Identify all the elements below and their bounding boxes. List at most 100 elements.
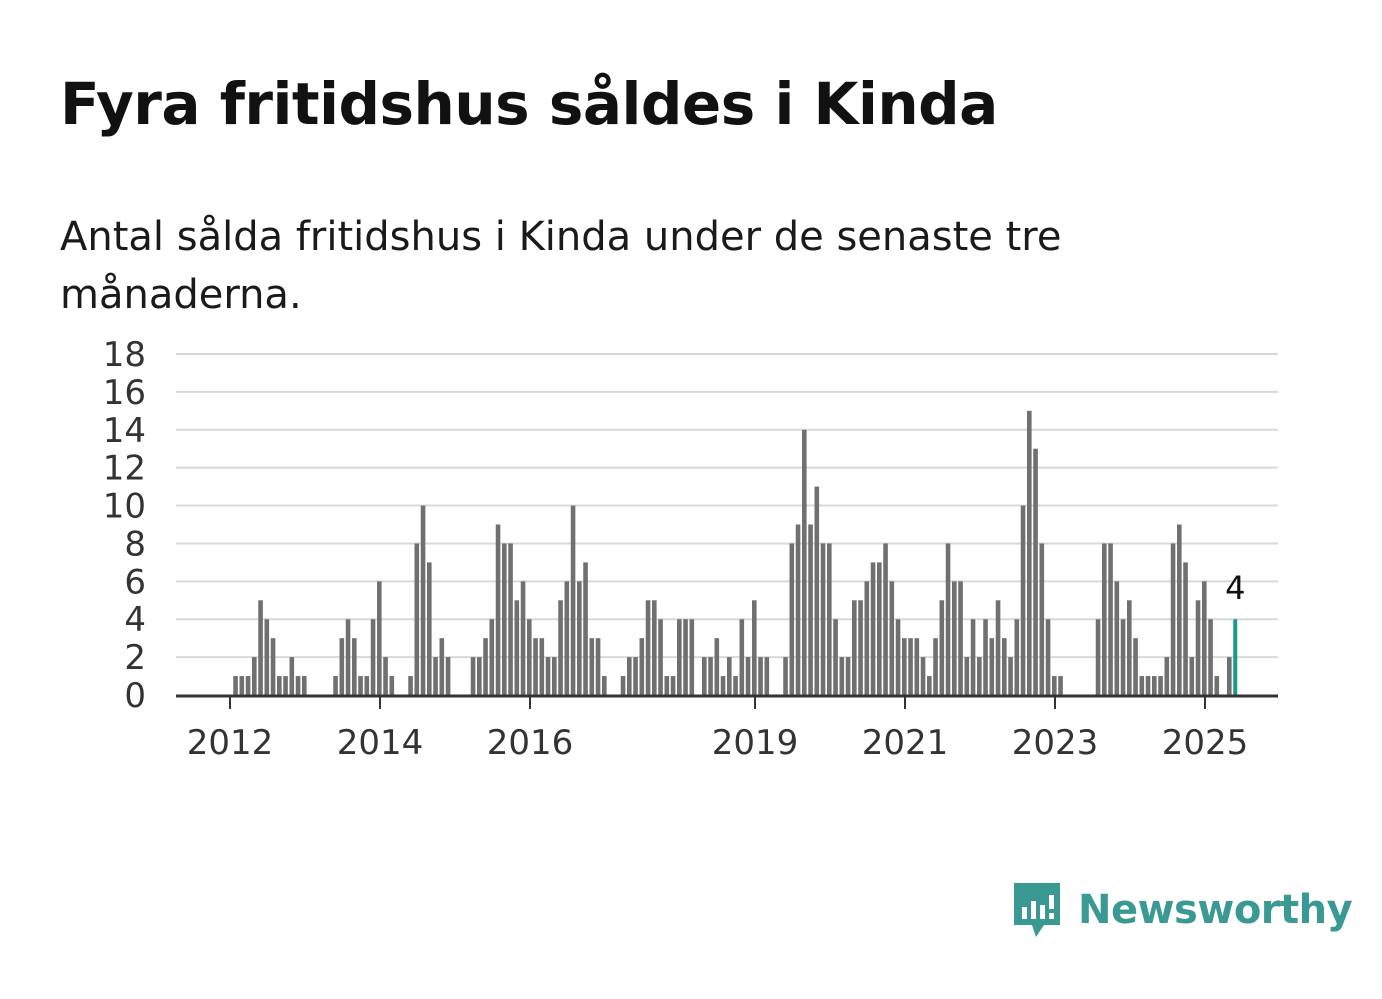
bar [783, 657, 788, 695]
bar [527, 619, 532, 695]
bar [302, 676, 307, 695]
bar [802, 429, 807, 695]
bar [952, 581, 957, 695]
bar [564, 581, 570, 695]
bar [245, 676, 251, 695]
bar [1033, 448, 1038, 695]
data-labels: 4 [1225, 569, 1245, 607]
bar [864, 581, 870, 695]
bar [639, 638, 645, 695]
bar [470, 657, 476, 695]
bar [1114, 581, 1120, 695]
x-tick-label: 2014 [337, 723, 424, 763]
bar [239, 676, 245, 695]
bar [1183, 562, 1188, 695]
bar [1164, 657, 1170, 695]
bar [1195, 600, 1201, 695]
bar [683, 619, 688, 695]
bar [983, 619, 988, 695]
grid-lines [176, 353, 1278, 659]
bar [408, 676, 413, 695]
bar [258, 600, 263, 695]
y-tick-label: 10 [103, 487, 146, 527]
bar [570, 505, 576, 695]
bar [1095, 619, 1101, 695]
bar [445, 657, 451, 695]
bar [1189, 657, 1195, 695]
bar [1058, 676, 1063, 695]
bar [902, 638, 907, 695]
bar [364, 676, 370, 695]
bar [577, 581, 582, 695]
x-tick-label: 2025 [1162, 723, 1249, 763]
bar [989, 638, 995, 695]
bar [795, 524, 801, 695]
bar [1158, 676, 1163, 695]
bar [645, 600, 651, 695]
x-tick-label: 2023 [1012, 723, 1099, 763]
bar [883, 543, 888, 695]
bar [427, 562, 432, 695]
bar [477, 657, 482, 695]
chart-title: Fyra fritidshus såldes i Kinda [60, 70, 998, 138]
bar [964, 657, 970, 695]
last-value-label: 4 [1225, 569, 1245, 607]
y-tick-label: 0 [124, 676, 146, 716]
bar [352, 638, 357, 695]
bar [333, 676, 338, 695]
y-tick-label: 8 [124, 524, 146, 564]
bar [520, 581, 526, 695]
bar [1008, 657, 1013, 695]
brand-logo: Newsworthy [1010, 878, 1353, 942]
y-tick-label: 16 [103, 373, 146, 413]
bar [858, 600, 863, 695]
bar [702, 657, 707, 695]
x-tick-label: 2012 [187, 723, 274, 763]
bar [1145, 676, 1151, 695]
bar [870, 562, 876, 695]
bar [877, 562, 882, 695]
bar [433, 657, 438, 695]
bar [664, 676, 670, 695]
bar [1208, 619, 1213, 695]
bar [264, 619, 270, 695]
bar [1170, 543, 1176, 695]
bar [1002, 638, 1007, 695]
bar [1039, 543, 1045, 695]
bar [358, 676, 363, 695]
bar [633, 657, 638, 695]
bar [752, 600, 757, 695]
bar [727, 657, 732, 695]
bar [558, 600, 563, 695]
bar [939, 600, 945, 695]
bar [489, 619, 495, 695]
bar [1014, 619, 1020, 695]
bar [420, 505, 426, 695]
y-tick-label: 2 [124, 638, 146, 678]
bar [283, 676, 288, 695]
bar [658, 619, 663, 695]
bar [508, 543, 513, 695]
bar-highlight [1233, 619, 1238, 695]
bar [1120, 619, 1126, 695]
brand-name: Newsworthy [1078, 887, 1353, 933]
y-tick-label: 4 [124, 600, 146, 640]
bar [839, 657, 845, 695]
bar [414, 543, 420, 695]
bar [1214, 676, 1220, 695]
x-axis: 2012 2014 2016 2019 2021 2023 2025 [176, 694, 1278, 763]
bar [895, 619, 901, 695]
y-tick-label: 12 [103, 449, 146, 489]
bar [389, 676, 395, 695]
bar [1102, 543, 1107, 695]
bar [927, 676, 932, 695]
newsworthy-logo-icon [1014, 883, 1060, 937]
bar [714, 638, 720, 695]
bar [739, 619, 745, 695]
chart-subtitle: Antal sålda fritidshus i Kinda under de … [60, 214, 1062, 318]
bar [958, 581, 963, 695]
bar [295, 676, 301, 695]
bar [233, 676, 238, 695]
bar [514, 600, 520, 695]
bar [539, 638, 545, 695]
